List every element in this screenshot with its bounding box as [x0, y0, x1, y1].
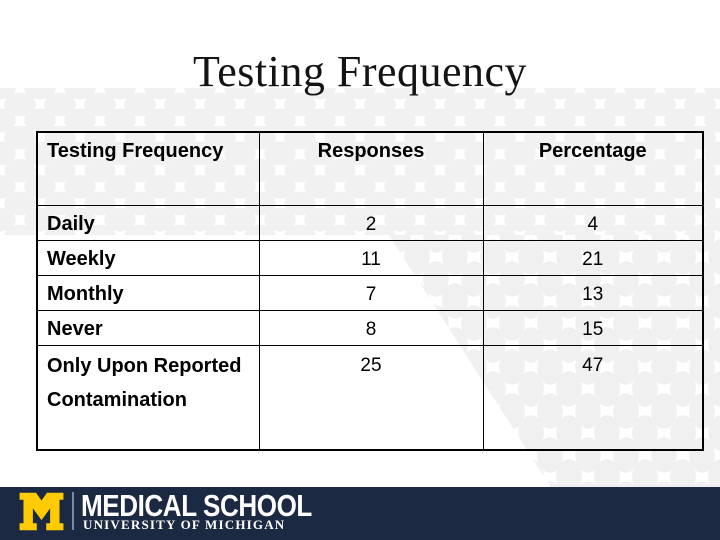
responses-value: 7	[258, 275, 484, 311]
slide-title: Testing Frequency	[192, 47, 528, 96]
header-responses: Responses	[258, 131, 484, 206]
row-label: Daily	[36, 205, 260, 241]
responses-value: 11	[258, 240, 484, 276]
percentage-value: 15	[482, 310, 704, 346]
row-label: Never	[36, 310, 260, 346]
row-label: Monthly	[36, 275, 260, 311]
footer-bar: MEDICAL SCHOOL UNIVERSITY OF MICHIGAN	[0, 487, 720, 540]
responses-value: 8	[258, 310, 484, 346]
row-label: Weekly	[36, 240, 260, 276]
table-header-row: Testing Frequency Responses Percentage	[36, 131, 704, 206]
responses-value: 2	[258, 205, 484, 241]
footer-divider	[72, 492, 74, 530]
university-of-michigan-wordmark: UNIVERSITY OF MICHIGAN	[83, 517, 286, 532]
table-row: Monthly 7 13	[36, 275, 704, 311]
table-row: Weekly 11 21	[36, 240, 704, 276]
header-percentage: Percentage	[482, 131, 704, 206]
table-row: Daily 2 4	[36, 205, 704, 241]
table-row: Only Upon Reported Contamination 25 47	[36, 345, 704, 451]
percentage-value: 13	[482, 275, 704, 311]
block-m-icon	[19, 492, 64, 531]
header-testing-frequency: Testing Frequency	[36, 131, 260, 206]
row-label: Only Upon Reported Contamination	[36, 345, 260, 451]
percentage-value: 47	[482, 345, 704, 451]
percentage-value: 21	[482, 240, 704, 276]
medical-school-wordmark: MEDICAL SCHOOL	[81, 488, 312, 523]
testing-frequency-table: Testing Frequency Responses Percentage D…	[36, 131, 704, 451]
percentage-value: 4	[482, 205, 704, 241]
table-row: Never 8 15	[36, 310, 704, 346]
responses-value: 25	[258, 345, 484, 451]
